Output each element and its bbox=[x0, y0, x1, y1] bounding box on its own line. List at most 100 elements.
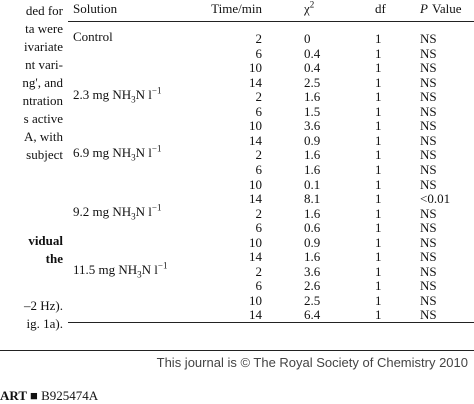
df-cell: 1 bbox=[375, 45, 382, 61]
solution-text: 9.2 mg NH bbox=[73, 203, 132, 219]
square: ■ bbox=[30, 388, 38, 403]
text-line: –2 Hz). bbox=[24, 298, 63, 313]
article-id: B925474A bbox=[41, 388, 99, 403]
text-line: ng', and bbox=[22, 75, 63, 90]
p-cell: NS bbox=[420, 45, 437, 61]
chi-exponent: 2 bbox=[309, 0, 315, 10]
header-cell: Time/min bbox=[211, 1, 262, 16]
chi-cell: 2.5 bbox=[304, 74, 321, 90]
df-cell: 1 bbox=[375, 205, 382, 221]
time-cell: 10 bbox=[249, 60, 262, 76]
chi-cell: 3.6 bbox=[304, 263, 321, 279]
solution-mid: N l bbox=[141, 261, 158, 277]
chi-symbol: χ bbox=[304, 1, 310, 16]
p-cell: NS bbox=[420, 161, 437, 177]
df-cell: 1 bbox=[375, 132, 382, 148]
solution-sup: −1 bbox=[157, 260, 168, 271]
header-cell: χ2 bbox=[304, 0, 315, 16]
solution-label: 9.2 mg NH3N l−1 bbox=[73, 203, 161, 221]
header-rule bbox=[68, 21, 474, 22]
time-cell: 6 bbox=[255, 103, 263, 119]
chi-cell: 0 bbox=[304, 31, 311, 46]
chi-cell: 0.6 bbox=[304, 220, 321, 236]
time-cell: 14 bbox=[249, 132, 262, 148]
chi-cell: 2.6 bbox=[304, 278, 321, 294]
chi-cell: 6.4 bbox=[304, 307, 321, 323]
section: ART bbox=[0, 388, 27, 403]
text-line: subject bbox=[26, 147, 63, 162]
text-line: ntration bbox=[22, 93, 63, 108]
text-line: nt vari- bbox=[25, 57, 63, 72]
df-cell: 1 bbox=[375, 278, 382, 294]
df-cell: 1 bbox=[375, 249, 382, 265]
df-cell: 1 bbox=[375, 307, 382, 323]
header-cell: df bbox=[375, 1, 386, 16]
footer: This journal is © The Royal Society of C… bbox=[156, 355, 468, 370]
chi-cell: 1.6 bbox=[304, 161, 321, 177]
chi-cell: 1.6 bbox=[304, 89, 321, 105]
solution-sup: −1 bbox=[151, 85, 162, 96]
chi-cell: 8.1 bbox=[304, 191, 321, 207]
chi-cell: 3.6 bbox=[304, 118, 321, 134]
header-cell: Solution bbox=[73, 1, 118, 16]
chi-cell: 1.6 bbox=[304, 147, 321, 163]
chi-cell: 0.9 bbox=[304, 132, 321, 148]
df-cell: 1 bbox=[375, 147, 382, 163]
chi-cell: 0.9 bbox=[304, 234, 321, 250]
heading-line: the bbox=[45, 251, 63, 266]
heading-line: vidual bbox=[28, 233, 63, 248]
df-cell: 1 bbox=[375, 191, 382, 207]
text-line: ta were bbox=[25, 21, 63, 36]
solution-label: 6.9 mg NH3N l−1 bbox=[73, 145, 161, 163]
solution-text: Control bbox=[73, 29, 113, 44]
p-cell: NS bbox=[420, 176, 437, 192]
p-cell: NS bbox=[420, 292, 437, 308]
p-cell: NS bbox=[420, 60, 437, 76]
p-cell: NS bbox=[420, 307, 437, 323]
p-cell: NS bbox=[420, 89, 437, 105]
time-cell: 14 bbox=[249, 307, 262, 323]
solution-label: 11.5 mg NH3N l−1 bbox=[73, 260, 168, 280]
time-cell: 10 bbox=[249, 176, 262, 192]
left-column: ded for ta were ivariate nt vari-ng', and nt… bbox=[0, 0, 63, 340]
time-cell: 2 bbox=[255, 89, 263, 105]
df-cell: 1 bbox=[375, 103, 382, 119]
df-cell: 1 bbox=[375, 60, 382, 76]
p-cell: NS bbox=[420, 205, 437, 221]
p-cell: NS bbox=[420, 263, 437, 279]
time-cell: 10 bbox=[249, 234, 262, 250]
chi-cell: 0.4 bbox=[304, 45, 321, 61]
solution-text: 6.9 mg NH bbox=[73, 145, 132, 161]
time-cell: 2 bbox=[255, 263, 263, 279]
time-cell: 14 bbox=[249, 249, 262, 265]
table-bottom-rule bbox=[68, 322, 474, 323]
df-cell: 1 bbox=[375, 161, 382, 177]
solution-sub: 3 bbox=[137, 269, 142, 280]
df-cell: 1 bbox=[375, 234, 382, 250]
df-cell: 1 bbox=[375, 118, 382, 134]
df-cell: 1 bbox=[375, 74, 382, 90]
time-cell: 2 bbox=[255, 205, 263, 221]
p-cell: NS bbox=[420, 249, 437, 265]
p-cell: NS bbox=[420, 220, 437, 236]
solution-text: 2.3 mg NH bbox=[73, 87, 132, 103]
df-cell: 1 bbox=[375, 31, 382, 46]
text-line: ded for bbox=[25, 3, 63, 18]
text-line: ivariate bbox=[24, 39, 63, 54]
df-cell: 1 bbox=[375, 263, 382, 279]
df-cell: 1 bbox=[375, 89, 382, 105]
p-cell: NS bbox=[420, 132, 437, 148]
solution-text: 11.5 mg NH bbox=[73, 261, 138, 277]
p-cell: NS bbox=[420, 74, 437, 90]
chi-cell: 1.5 bbox=[304, 103, 321, 119]
df-cell: 1 bbox=[375, 176, 382, 192]
chi-cell: 2.5 bbox=[304, 292, 321, 308]
header-cell: P Value bbox=[420, 2, 462, 16]
p-cell: NS bbox=[420, 31, 437, 46]
solution-label: 2.3 mg NH3N l−1 bbox=[73, 85, 162, 104]
chi-cell: 0.1 bbox=[304, 176, 321, 192]
text-line: ig. 1a). bbox=[26, 316, 63, 331]
p-cell: NS bbox=[420, 147, 437, 163]
p-cell: NS bbox=[420, 234, 437, 250]
time-cell: 10 bbox=[249, 292, 262, 308]
